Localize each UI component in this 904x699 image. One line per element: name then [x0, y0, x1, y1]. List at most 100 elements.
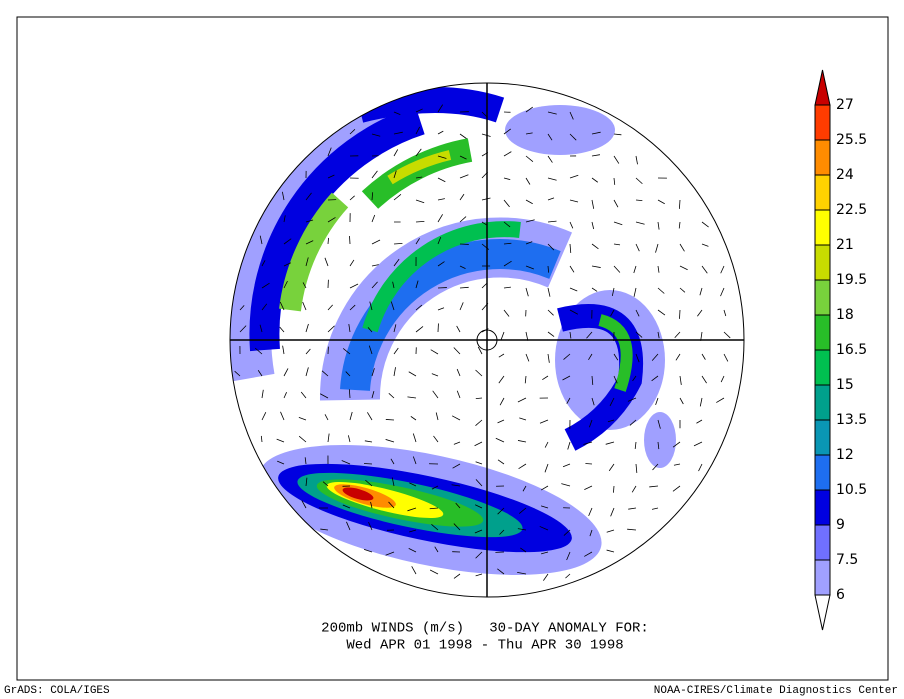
- wind-vectors: [234, 104, 731, 581]
- wind-vector: [569, 133, 577, 141]
- wind-vector: [498, 375, 505, 384]
- pole: [476, 329, 498, 351]
- wind-vector: [415, 220, 425, 223]
- wind-vector: [591, 375, 594, 385]
- wind-vector: [613, 265, 621, 273]
- wind-vector: [629, 419, 637, 426]
- wind-vector: [699, 397, 703, 407]
- wind-vector: [497, 568, 505, 575]
- wind-vector: [437, 104, 444, 113]
- wind-vector: [279, 301, 285, 311]
- wind-vector: [672, 485, 681, 492]
- wind-vector: [475, 419, 483, 426]
- band: [387, 150, 452, 185]
- wind-vector: [327, 325, 335, 333]
- wind-vector: [411, 566, 417, 575]
- wind-vector: [363, 549, 373, 553]
- wind-vector: [503, 128, 512, 135]
- wind-vector: [540, 505, 549, 509]
- wind-vector: [261, 389, 264, 399]
- wind-vector: [349, 411, 353, 421]
- wind-vector: [391, 477, 395, 487]
- wind-vector: [547, 243, 555, 251]
- wind-vector: [563, 529, 571, 536]
- wind-vector: [345, 371, 351, 377]
- wind-vector: [327, 217, 336, 223]
- band: [362, 221, 521, 333]
- wind-vector: [430, 349, 439, 355]
- wind-vector: [673, 463, 681, 466]
- wind-vector: [437, 177, 446, 183]
- wind-vector: [567, 441, 571, 450]
- wind-vector: [459, 286, 469, 289]
- wind-vector: [613, 155, 620, 164]
- wind-vector: [591, 397, 595, 406]
- colorbar-box: [814, 209, 831, 246]
- wind-vector: [525, 106, 534, 113]
- wind-vector: [565, 573, 571, 579]
- wind-vector: [283, 215, 286, 223]
- colorbar-box: [814, 489, 831, 526]
- wind-vector: [674, 331, 681, 339]
- wind-vector: [525, 132, 533, 135]
- wind-vector: [302, 282, 307, 289]
- wind-vector: [415, 126, 421, 135]
- wind-vector: [723, 309, 727, 317]
- wind-vector: [720, 375, 725, 383]
- wind-vector: [495, 437, 505, 443]
- wind-vector: [696, 419, 703, 424]
- wind-vector: [283, 280, 288, 289]
- wind-vector: [415, 304, 423, 311]
- wind-vector: [322, 481, 329, 487]
- wind-vector: [679, 287, 686, 293]
- wind-vector: [283, 262, 292, 267]
- wind-vector: [437, 214, 443, 223]
- wind-vector: [633, 287, 637, 297]
- wind-vector: [520, 547, 527, 553]
- wind-vector: [371, 264, 379, 267]
- wind-vector: [610, 309, 615, 317]
- wind-vector: [342, 504, 351, 509]
- colorbar-label: 18: [836, 307, 854, 323]
- wind-vector: [547, 133, 553, 141]
- wind-vector: [591, 154, 601, 157]
- wind-vector: [525, 331, 529, 341]
- wind-vector: [431, 373, 439, 377]
- wind-vector: [591, 177, 599, 183]
- wind-vector: [539, 419, 549, 424]
- wind-vector: [390, 301, 395, 311]
- wind-vector: [451, 484, 461, 487]
- wind-vector: [655, 243, 659, 253]
- wind-vector: [477, 346, 483, 355]
- wind-vector: [613, 243, 621, 246]
- wind-vector: [651, 375, 659, 382]
- wind-vector: [453, 347, 461, 355]
- wind-vector: [698, 463, 703, 472]
- wind-vector: [503, 260, 512, 267]
- wind-vector: [503, 177, 511, 181]
- wind-vector: [679, 243, 685, 252]
- wind-vector: [261, 260, 266, 267]
- wind-vector: [591, 287, 598, 292]
- wind-vector: [701, 221, 709, 228]
- wind-vector: [613, 353, 619, 361]
- wind-vector: [591, 199, 595, 209]
- wind-vector: [283, 391, 287, 399]
- wind-vector: [547, 265, 550, 273]
- wind-vector: [583, 441, 593, 445]
- colorbar-box: [814, 279, 831, 316]
- colorbar-box: [814, 384, 831, 421]
- wind-vector: [349, 129, 356, 135]
- wind-vector: [657, 441, 660, 450]
- wind-vector: [613, 177, 616, 185]
- wind-vector: [723, 353, 729, 362]
- colorbar-box: [814, 244, 831, 281]
- wind-vector: [525, 177, 531, 185]
- colorbar-box: [814, 419, 831, 456]
- wind-vector: [716, 397, 725, 403]
- wind-vector: [497, 459, 505, 465]
- wind-vector: [503, 151, 512, 157]
- wind-vector: [547, 287, 551, 297]
- wind-vector: [301, 500, 307, 509]
- wind-vector: [610, 507, 615, 517]
